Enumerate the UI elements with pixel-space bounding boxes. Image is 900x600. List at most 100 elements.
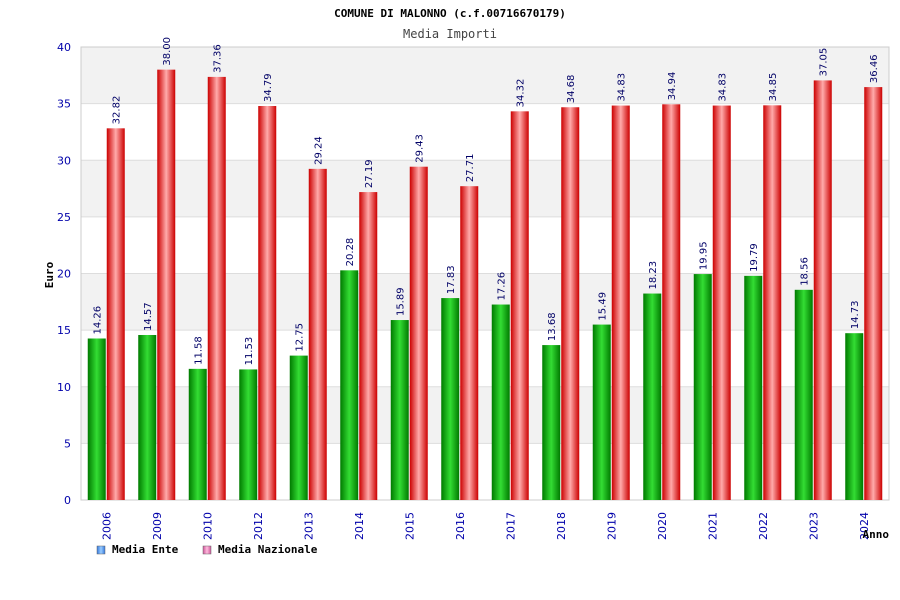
bar-media-nazionale (106, 128, 125, 500)
bar-media-ente (390, 320, 409, 500)
x-axis-label: Anno (863, 528, 890, 541)
bar-media-nazionale (460, 186, 479, 500)
data-label: 20.28 (345, 238, 356, 267)
data-label: 14.73 (850, 301, 861, 330)
data-label: 12.75 (295, 323, 306, 352)
bar-media-nazionale (611, 105, 630, 501)
x-tick-label: 2009 (151, 512, 164, 540)
data-label: 19.79 (749, 243, 760, 272)
data-label: 38.00 (162, 37, 173, 66)
y-tick-label: 25 (57, 211, 71, 224)
data-label: 37.36 (213, 44, 224, 73)
bar-media-nazionale (510, 111, 529, 501)
data-label: 34.94 (667, 72, 678, 101)
chart-subtitle: Media Importi (403, 27, 497, 41)
data-label: 29.24 (314, 136, 325, 165)
bar-media-nazionale (409, 166, 428, 500)
bar-media-ente (542, 345, 561, 500)
bar-media-nazionale (712, 105, 731, 501)
legend-label: Media Ente (112, 543, 179, 556)
y-tick-label: 30 (57, 154, 71, 167)
bar-media-ente (693, 274, 712, 500)
data-label: 17.26 (497, 272, 508, 301)
y-tick-label: 5 (64, 437, 71, 450)
data-label: 27.19 (364, 159, 375, 188)
data-label: 34.68 (566, 75, 577, 104)
y-axis-label: Euro (43, 261, 56, 288)
bar-media-ente (441, 298, 460, 500)
data-label: 14.26 (93, 306, 104, 335)
x-tick-label: 2016 (454, 512, 467, 540)
data-label: 15.89 (396, 287, 407, 316)
x-tick-label: 2017 (504, 512, 517, 540)
bar-media-nazionale (763, 105, 782, 500)
bar-media-ente (340, 270, 359, 500)
bar-media-nazionale (662, 104, 681, 500)
bar-media-nazionale (813, 80, 832, 500)
x-tick-label: 2012 (252, 512, 265, 540)
bar-media-nazionale (207, 76, 226, 500)
bar-media-ente (188, 368, 207, 500)
x-tick-label: 2024 (858, 512, 871, 540)
legend: Media Ente Media Nazionale (96, 543, 318, 556)
x-axis: 2006 2009 2010 2012 2013 2014 2015 2016 2017 2018… (100, 512, 871, 540)
bar-media-ente (643, 293, 662, 500)
x-tick-label: 2010 (201, 512, 214, 540)
x-tick-label: 2014 (353, 512, 366, 540)
data-label: 37.05 (819, 48, 830, 77)
data-label: 11.58 (194, 336, 205, 365)
data-label: 11.53 (244, 337, 255, 366)
y-tick-label: 20 (57, 268, 71, 281)
chart-title: COMUNE DI MALONNO (c.f.00716670179) (334, 7, 566, 20)
data-label: 18.56 (800, 257, 811, 286)
data-label: 34.32 (516, 79, 527, 108)
data-label: 32.82 (112, 96, 123, 125)
y-axis: 0 5 10 15 20 25 30 35 40 (57, 41, 71, 507)
data-label: 34.83 (617, 73, 628, 102)
bar-media-ente (845, 333, 864, 500)
bar-media-ente (239, 369, 258, 500)
bars: 14.26 32.82 14.57 38.00 11.58 37.36 11.53 34.79… (87, 37, 883, 501)
bar-media-nazionale (561, 107, 580, 501)
bar-media-ente (491, 304, 510, 500)
bar-media-nazionale (864, 87, 883, 500)
bar-media-ente (744, 275, 763, 500)
data-label: 17.83 (446, 265, 457, 294)
bar-media-nazionale (359, 192, 378, 501)
data-label: 13.68 (547, 312, 558, 341)
bar-media-nazionale (308, 168, 327, 500)
x-tick-label: 2021 (706, 512, 719, 540)
x-tick-label: 2018 (555, 512, 568, 540)
data-label: 14.57 (143, 302, 154, 331)
y-tick-label: 0 (64, 494, 71, 507)
legend-label: Media Nazionale (218, 543, 318, 556)
bar-media-nazionale (258, 106, 277, 501)
bar-media-ente (87, 338, 106, 500)
data-label: 34.79 (263, 73, 274, 102)
x-tick-label: 2023 (807, 512, 820, 540)
x-tick-label: 2013 (302, 512, 315, 540)
bar-media-nazionale (157, 69, 176, 501)
plot-frame (80, 46, 890, 501)
legend-swatch (202, 545, 212, 555)
x-tick-label: 2020 (656, 512, 669, 540)
data-label: 15.49 (598, 292, 609, 321)
bar-media-ente (592, 324, 611, 500)
data-label: 36.46 (869, 54, 880, 83)
y-tick-label: 10 (57, 381, 71, 394)
y-tick-label: 40 (57, 41, 71, 54)
data-label: 29.43 (415, 134, 426, 163)
bar-media-ente (794, 289, 813, 500)
data-label: 34.85 (768, 73, 779, 102)
data-label: 19.95 (699, 241, 710, 270)
x-tick-label: 2015 (403, 512, 416, 540)
data-label: 18.23 (648, 261, 659, 290)
data-label: 34.83 (718, 73, 729, 102)
y-tick-label: 15 (57, 324, 71, 337)
legend-swatch (96, 545, 106, 555)
x-tick-label: 2006 (100, 512, 113, 540)
bar-media-ente (289, 355, 308, 500)
y-tick-label: 35 (57, 98, 71, 111)
x-tick-label: 2022 (757, 512, 770, 540)
